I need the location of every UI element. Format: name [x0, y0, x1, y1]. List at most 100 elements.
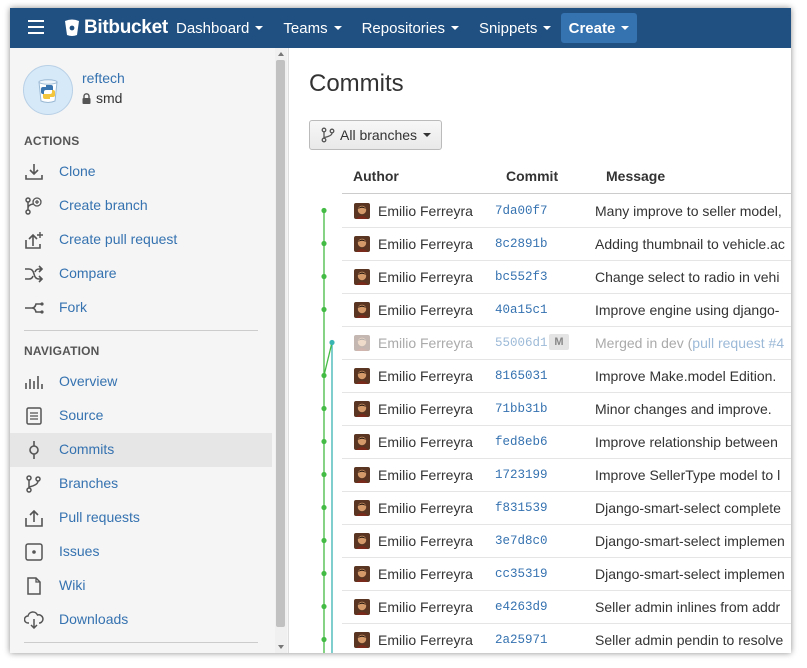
bitbucket-logo[interactable]: Bitbucket — [64, 17, 168, 39]
commit-hash-link[interactable]: e4263d9 — [495, 600, 548, 614]
sidebar-item-compare[interactable]: Compare — [10, 257, 272, 291]
commit-hash-link[interactable]: bc552f3 — [495, 270, 548, 284]
commit-hash-link[interactable]: fed8eb6 — [495, 435, 548, 449]
sidebar-item-source[interactable]: Source — [10, 399, 272, 433]
commit-row[interactable]: Emilio Ferreyra 71bb31b Minor changes and … — [342, 392, 791, 426]
commit-row[interactable]: Emilio Ferreyra cc35319 Django-smart-selec… — [342, 557, 791, 591]
commit-hash-link[interactable]: 8c2891b — [495, 237, 548, 251]
overview-icon — [25, 376, 43, 389]
commit-row[interactable]: Emilio Ferreyra 1723199 Improve SellerType… — [342, 458, 791, 492]
user-avatar[interactable] — [354, 599, 370, 615]
user-avatar[interactable] — [354, 632, 370, 648]
user-avatar[interactable] — [354, 302, 370, 318]
sidebar-item-branches[interactable]: Branches — [10, 467, 272, 501]
commit-hash-link[interactable]: f831539 — [495, 501, 548, 515]
nav-snippets[interactable]: Snippets — [478, 19, 552, 37]
repo-avatar[interactable] — [23, 65, 73, 115]
commit-row[interactable]: Emilio Ferreyra fed8eb6 Improve relationsh… — [342, 425, 791, 459]
commit-message: Seller admin pendin to resolve — [595, 632, 783, 648]
user-avatar[interactable] — [354, 500, 370, 516]
sidebar-item-commits[interactable]: Commits — [10, 433, 272, 467]
create-button[interactable]: Create — [561, 13, 637, 43]
commit-author: Emilio Ferreyra — [378, 500, 473, 516]
hamburger-menu-icon[interactable] — [28, 20, 44, 34]
chevron-down-icon — [333, 26, 342, 30]
sidebar-item-downloads[interactable]: Downloads — [10, 603, 272, 637]
commit-author: Emilio Ferreyra — [378, 302, 473, 318]
commit-node — [321, 306, 327, 313]
commit-hash-link[interactable]: 55006d1 — [495, 336, 548, 350]
commit-row[interactable]: Emilio Ferreyra 55006d1 M Merged in dev (pu… — [342, 326, 791, 360]
column-header-message[interactable]: Message — [606, 168, 666, 184]
commit-row[interactable]: Emilio Ferreyra 40a15c1 Improve engine usi… — [342, 293, 791, 327]
nav-dashboard[interactable]: Dashboard — [176, 20, 264, 37]
commit-hash-link[interactable]: 8165031 — [495, 369, 548, 383]
user-avatar[interactable] — [354, 401, 370, 417]
scroll-down-arrow-icon[interactable] — [278, 645, 284, 649]
user-avatar[interactable] — [354, 368, 370, 384]
commit-author: Emilio Ferreyra — [378, 401, 473, 417]
sidebar-item-fork[interactable]: Fork — [10, 291, 272, 325]
commit-hash-link[interactable]: 3e7d8c0 — [495, 534, 548, 548]
sidebar-item-clone[interactable]: Clone — [10, 155, 272, 189]
user-avatar[interactable] — [354, 467, 370, 483]
commit-hash-link[interactable]: cc35319 — [495, 567, 548, 581]
commit-hash-link[interactable]: 1723199 — [495, 468, 548, 482]
commit-node — [321, 273, 327, 280]
commit-hash-link[interactable]: 2a25971 — [495, 633, 548, 647]
commit-author: Emilio Ferreyra — [378, 599, 473, 615]
commit-message-text: Django-smart-select complete — [595, 500, 781, 516]
nav-snippets-label: Snippets — [478, 19, 538, 37]
sidebar-item-create-pull-request[interactable]: Create pull request — [10, 223, 272, 257]
commit-row[interactable]: Emilio Ferreyra 3e7d8c0 Django-smart-selec… — [342, 524, 791, 558]
commit-message: Minor changes and improve. — [595, 401, 772, 417]
commit-node — [321, 537, 327, 544]
source-icon — [26, 407, 42, 425]
nav-teams[interactable]: Teams — [283, 20, 342, 37]
sidebar-item-create-branch[interactable]: Create branch — [10, 189, 272, 223]
merge-badge: M — [549, 334, 569, 350]
commit-author: Emilio Ferreyra — [378, 533, 473, 549]
commit-row[interactable]: Emilio Ferreyra 2a25971 Seller admin pendi… — [342, 623, 791, 653]
commit-row[interactable]: Emilio Ferreyra 8165031 Improve Make.model… — [342, 359, 791, 393]
user-avatar[interactable] — [354, 533, 370, 549]
lock-icon — [82, 92, 91, 104]
chevron-down-icon — [255, 26, 264, 30]
sidebar-item-wiki[interactable]: Wiki — [10, 569, 272, 603]
commit-message-text: Many improve to seller model, — [595, 203, 782, 219]
sidebar-scrollbar-thumb[interactable] — [276, 60, 285, 627]
table-header-border — [342, 193, 791, 194]
top-navigation-bar: Bitbucket Dashboard Teams Repositories S… — [10, 8, 791, 48]
commit-hash-link[interactable]: 40a15c1 — [495, 303, 548, 317]
commit-row[interactable]: Emilio Ferreyra 8c2891b Adding thumbnail t… — [342, 227, 791, 261]
commit-row[interactable]: Emilio Ferreyra f831539 Django-smart-selec… — [342, 491, 791, 525]
pull-request-link[interactable]: pull request #4 — [692, 335, 785, 351]
branch-filter-dropdown[interactable]: All branches — [309, 120, 442, 150]
user-avatar[interactable] — [354, 236, 370, 252]
commit-hash-link[interactable]: 71bb31b — [495, 402, 548, 416]
user-avatar[interactable] — [354, 566, 370, 582]
user-avatar[interactable] — [354, 434, 370, 450]
column-header-author[interactable]: Author — [353, 168, 399, 184]
sidebar-item-label: Source — [59, 407, 104, 423]
sidebar-item-pull-requests[interactable]: Pull requests — [10, 501, 272, 535]
commit-node — [321, 405, 327, 412]
repo-owner-link[interactable]: reftech — [82, 70, 125, 86]
commit-row[interactable]: Emilio Ferreyra bc552f3 Change select to r… — [342, 260, 791, 294]
chevron-down-icon — [621, 26, 630, 30]
user-avatar[interactable] — [354, 335, 370, 351]
commit-hash-link[interactable]: 7da00f7 — [495, 204, 548, 218]
pull-request-icon — [25, 509, 43, 527]
user-avatar[interactable] — [354, 203, 370, 219]
scroll-up-arrow-icon[interactable] — [278, 52, 284, 56]
repository-sidebar: reftech smd ACTIONS Clone Create branch … — [10, 48, 289, 653]
sidebar-item-issues[interactable]: Issues — [10, 535, 272, 569]
repo-name: smd — [82, 90, 122, 106]
user-avatar[interactable] — [354, 269, 370, 285]
commit-row[interactable]: Emilio Ferreyra 7da00f7 Many improve to se… — [342, 194, 791, 228]
commit-message-text: Improve engine using django- — [595, 302, 780, 318]
nav-repositories[interactable]: Repositories — [362, 20, 459, 37]
column-header-commit[interactable]: Commit — [506, 168, 559, 184]
commit-row[interactable]: Emilio Ferreyra e4263d9 Seller admin inlin… — [342, 590, 791, 624]
sidebar-item-overview[interactable]: Overview — [10, 365, 272, 399]
